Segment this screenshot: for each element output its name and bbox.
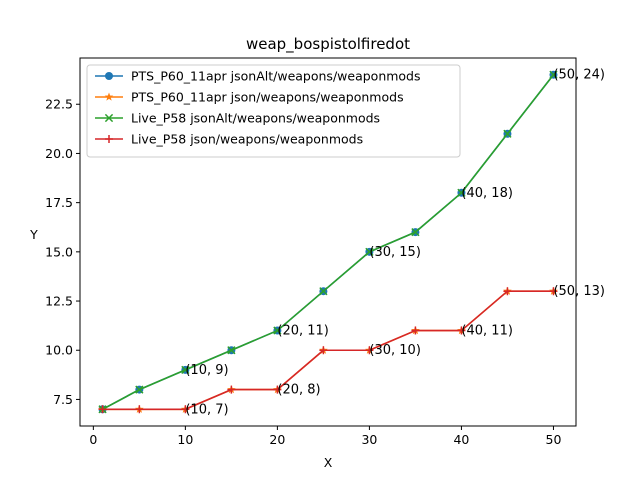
data-point: [411, 326, 420, 335]
y-tick-label: 15.0: [45, 244, 73, 259]
point-annotation: (10, 9): [185, 363, 228, 378]
chart-title: weap_bospistolfiredot: [246, 35, 410, 54]
data-point: [457, 188, 466, 197]
x-tick-label: 30: [361, 432, 377, 447]
data-point: [319, 287, 328, 296]
data-point: [227, 385, 236, 394]
legend-marker: [105, 72, 113, 80]
y-tick-label: 17.5: [45, 195, 73, 210]
plot-area: [98, 70, 558, 414]
point-annotation: (40, 11): [461, 324, 512, 339]
data-point: [319, 346, 328, 355]
point-annotation: (30, 10): [369, 343, 421, 358]
plot-frame: [79, 57, 577, 427]
legend-label: PTS_P60_11apr jsonAlt/weapons/weaponmods: [131, 69, 421, 84]
data-point: [365, 346, 374, 355]
legend-marker: [104, 113, 114, 123]
x-tick-label: 40: [453, 432, 469, 447]
annotations: (10, 9) (20, 11) (30, 15) (40, 18) (50, 24) (…: [185, 68, 605, 418]
point-annotation: (10, 7): [185, 402, 228, 417]
legend-entry: Live_P58 jsonAlt/weapons/weaponmods: [95, 111, 380, 126]
data-point: [98, 405, 107, 414]
data-point: [503, 287, 512, 296]
data-point: [457, 326, 466, 335]
x-tick-label: 10: [177, 432, 193, 447]
data-point: [181, 365, 190, 375]
legend-entry: PTS_P60_11apr jsonAlt/weapons/weaponmods: [95, 69, 421, 84]
data-point: [273, 385, 282, 394]
point-annotation: (30, 15): [369, 245, 421, 260]
point-annotation: (40, 18): [461, 186, 512, 201]
legend-box: [86, 64, 461, 158]
data-point: [549, 70, 558, 79]
y-tick-label: 22.5: [45, 97, 73, 112]
data-point: [365, 247, 374, 256]
legend-marker: [105, 135, 113, 143]
data-point: [503, 129, 512, 138]
y-tick-label: 10.0: [45, 343, 73, 358]
legend: PTS_P60_11apr jsonAlt/weapons/weaponmods…: [86, 64, 461, 158]
legend-label: PTS_P60_11apr json/weapons/weaponmods: [131, 90, 404, 105]
point-annotation: (50, 13): [553, 284, 605, 299]
series-line: [102, 290, 554, 411]
y-tick-label: 20.0: [45, 146, 73, 161]
point-annotation: (20, 11): [277, 324, 329, 339]
data-point: [135, 385, 144, 394]
data-point: [273, 326, 282, 335]
y-tick-label: 12.5: [45, 294, 73, 309]
data-point: [549, 287, 558, 296]
x-tick-label: 20: [269, 432, 285, 447]
data-point: [227, 346, 236, 355]
y-axis-label: Y: [29, 227, 38, 242]
x-tick-label: 50: [546, 432, 562, 447]
series-3: [98, 70, 558, 414]
point-annotation: (20, 8): [277, 383, 320, 398]
y-tick-label: 7.5: [53, 392, 73, 407]
x-axis-label: X: [324, 455, 333, 470]
x-axis: 0 10 20 30 40 50: [89, 426, 561, 447]
data-point: [411, 228, 420, 237]
data-point: [135, 405, 144, 414]
y-axis: 7.5 10.0 12.5 15.0 17.5 20.0 22.5: [45, 97, 80, 407]
legend-entry: PTS_P60_11apr json/weapons/weaponmods: [95, 90, 404, 105]
series-4: [98, 287, 558, 414]
x-tick-label: 0: [89, 432, 97, 447]
legend-marker: [104, 92, 114, 101]
legend-entry: Live_P58 json/weapons/weaponmods: [95, 132, 363, 147]
data-point: [181, 405, 190, 414]
legend-label: Live_P58 jsonAlt/weapons/weaponmods: [131, 111, 380, 126]
point-annotation: (50, 24): [553, 68, 605, 83]
legend-label: Live_P58 json/weapons/weaponmods: [131, 132, 363, 147]
